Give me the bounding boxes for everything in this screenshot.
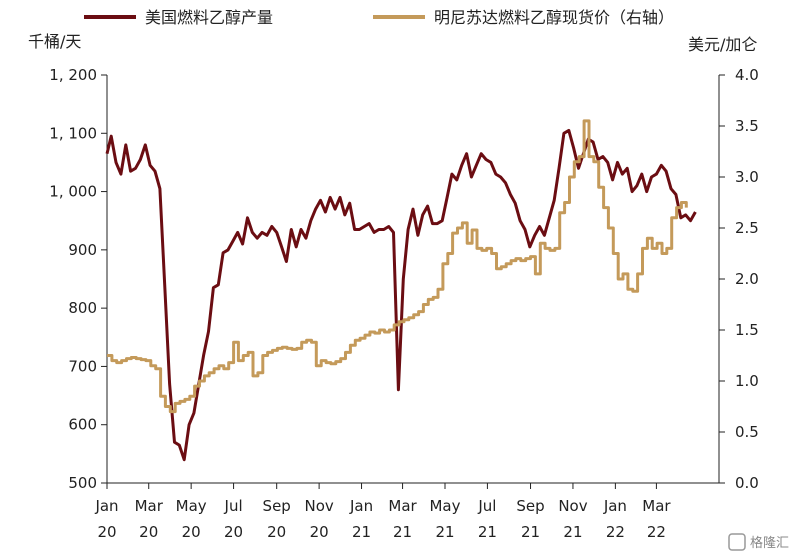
x-tick-label-year: 20 [224,523,243,541]
left-tick-label: 500 [68,474,97,492]
x-tick-label-month: Jan [349,497,373,515]
x-tick-label-year: 21 [393,523,412,541]
left-tick-label: 800 [68,299,97,317]
x-axis-ticks: Jan 20 Mar 20 May 20 Jul 20 Sep 20 Nov 20 Jan 21 Mar 21… [94,483,671,541]
left-tick-label: 600 [68,416,97,434]
series-layer [105,119,697,462]
watermark-logo-icon [728,533,746,551]
x-tick-label-month: Jul [477,497,496,515]
x-tick-label-year: 22 [606,523,625,541]
x-tick-label-year: 20 [182,523,201,541]
x-tick-label-month: Mar [135,497,164,515]
right-tick-label: 1.0 [735,372,759,390]
x-tick-label-month: Nov [558,497,587,515]
x-tick-label-month: Sep [516,497,544,515]
x-tick-label-month: Jan [94,497,118,515]
x-tick-label-month: Sep [263,497,291,515]
x-tick-label-year: 21 [521,523,540,541]
right-tick-label: 0.5 [735,423,759,441]
x-tick-label-month: Mar [388,497,417,515]
x-tick-label-month: Jan [603,497,627,515]
right-axis-unit: 美元/加仑 [688,35,757,54]
left-tick-label: 700 [68,357,97,375]
x-tick-label-year: 20 [310,523,329,541]
right-tick-label: 0.0 [735,474,759,492]
left-tick-label: 1, 100 [49,124,97,142]
legend-label-production: 美国燃料乙醇产量 [145,8,273,27]
x-tick-label-year: 21 [435,523,454,541]
legend: 美国燃料乙醇产量 明尼苏达燃料乙醇现货价（右轴） [84,8,674,27]
x-tick-label-year: 20 [139,523,158,541]
left-tick-label: 900 [68,241,97,259]
x-tick-label-month: Jul [224,497,243,515]
x-tick-label-month: May [429,497,460,515]
right-axis-ticks: 0.0 0.5 1.0 1.5 2.0 2.5 3.0 3.5 4.0 [719,66,759,492]
right-tick-label: 2.0 [735,270,759,288]
x-tick-label-year: 22 [647,523,666,541]
x-tick-label-month: Mar [642,497,671,515]
x-tick-label-year: 21 [563,523,582,541]
legend-label-price: 明尼苏达燃料乙醇现货价（右轴） [434,8,674,27]
left-tick-label: 1, 200 [49,66,97,84]
series-line-production [105,128,697,462]
x-tick-label-month: May [176,497,207,515]
right-tick-label: 2.5 [735,219,759,237]
right-tick-label: 4.0 [735,66,759,84]
right-tick-label: 3.0 [735,168,759,186]
x-tick-label-year: 20 [267,523,286,541]
left-tick-label: 1, 000 [49,183,97,201]
right-tick-label: 3.5 [735,117,759,135]
watermark-text: 格隆汇 [750,535,789,551]
x-tick-label-year: 21 [352,523,371,541]
right-tick-label: 1.5 [735,321,759,339]
x-tick-label-month: Nov [304,497,333,515]
left-axis-unit: 千桶/天 [28,32,81,51]
watermark: 格隆汇 [728,533,789,551]
series-line-price [107,119,688,414]
left-axis-ticks: 500 600 700 800 900 1, 000 1, 100 1, 200 [49,66,107,492]
x-tick-label-year: 20 [97,523,116,541]
x-tick-label-year: 21 [478,523,497,541]
